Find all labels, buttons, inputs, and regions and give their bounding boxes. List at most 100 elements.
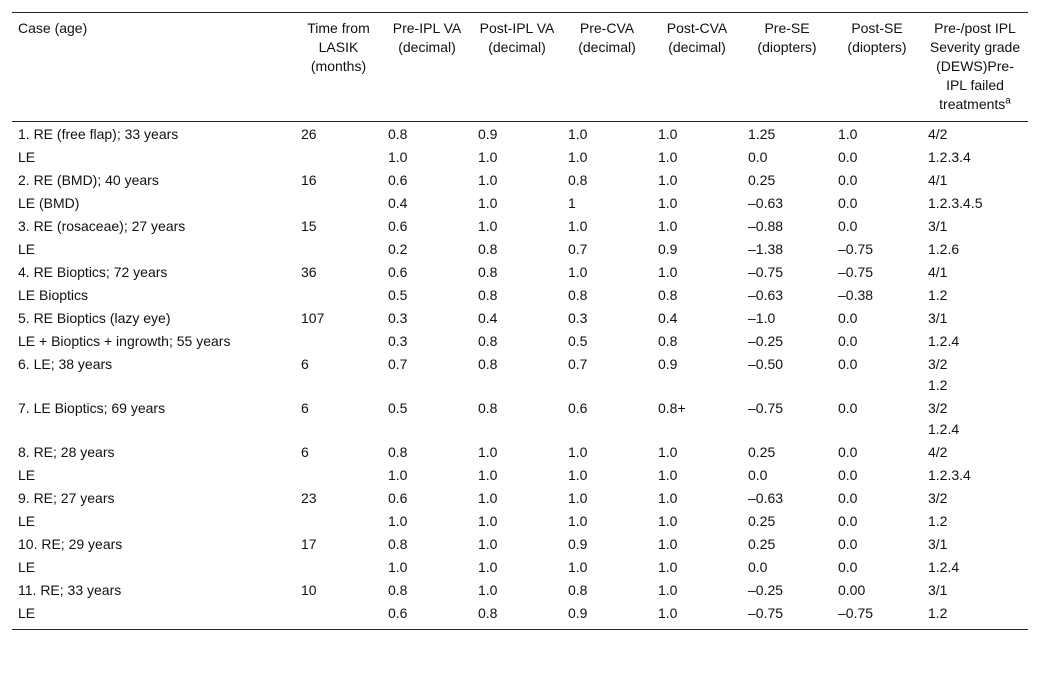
table-cell: 1.0 <box>388 559 408 575</box>
table-cell: 0.6 <box>388 264 408 280</box>
table-cell: 0.00 <box>838 582 866 598</box>
table-row: 10. RE; 29 years 17 0.8 1.0 0.9 1.0 0.25 0.0 3/1 <box>12 533 1028 556</box>
table-cell: 1.0 <box>478 149 498 165</box>
table-cell: 1 <box>568 195 576 211</box>
table-cell: 1.0 <box>388 149 408 165</box>
table-cell: 0.25 <box>748 513 776 529</box>
table-row: 9. RE; 27 years 23 0.6 1.0 1.0 1.0 –0.63 0.0 3/2 <box>12 487 1028 510</box>
header-cell: Pre-CVA (decimal) <box>562 13 652 122</box>
table-cell: 0.8 <box>478 287 498 303</box>
table-cell: 0.8 <box>388 536 408 552</box>
table-cell: LE <box>18 559 36 575</box>
table-cell: 0.8 <box>658 287 678 303</box>
table-cell: 0.3 <box>388 310 408 326</box>
empty-cell <box>295 284 382 307</box>
table-row: LE 1.0 1.0 1.0 1.0 0.0 0.0 1.2.4 <box>12 556 1028 579</box>
table-cell: 0.6 <box>568 400 588 416</box>
table-cell: 0.2 <box>388 241 408 257</box>
header-text: Pre-/post IPL Severity grade (DEWS)Pre-I… <box>929 20 1021 112</box>
table-row: LE 1.0 1.0 1.0 1.0 0.0 0.0 1.2.3.4 <box>12 146 1028 169</box>
header-cell: Pre-/post IPL Severity grade (DEWS)Pre-I… <box>922 13 1028 122</box>
table-cell: 1.25 <box>748 126 776 142</box>
table-cell: 17 <box>301 536 317 552</box>
table-cell: 0.8 <box>478 605 498 621</box>
table-cell: 1.2.3.4.5 <box>928 195 983 211</box>
table-cell: 1.0 <box>568 126 588 142</box>
table-cell: 0.0 <box>838 195 858 211</box>
table-cell: 6 <box>301 444 309 460</box>
table-cell: 6. LE; 38 years <box>18 356 113 372</box>
table-cell: 36 <box>301 264 317 280</box>
table-cell: 6 <box>301 356 309 372</box>
table-cell: 1.0 <box>658 195 678 211</box>
table-cell: 0.25 <box>748 536 776 552</box>
table-cell: –0.63 <box>748 287 784 303</box>
table-row: LE 0.6 0.8 0.9 1.0 –0.75 –0.75 1.2 <box>12 602 1028 630</box>
table-cell: 0.0 <box>838 310 858 326</box>
table-row: 8. RE; 28 years 6 0.8 1.0 1.0 1.0 0.25 0.0 4/2 <box>12 441 1028 464</box>
table-row: LE (BMD) 0.4 1.0 1 1.0 –0.63 0.0 1.2.3.4.5 <box>12 192 1028 215</box>
table-row: LE 0.2 0.8 0.7 0.9 –1.38 –0.75 1.2.6 <box>12 238 1028 261</box>
table-cell: 4/1 <box>928 264 948 280</box>
table-cell: –0.88 <box>748 218 784 234</box>
table-cell: 1.0 <box>478 467 498 483</box>
table-cell: –0.75 <box>748 605 784 621</box>
table-cell: 0.9 <box>568 536 588 552</box>
header-text: Post-IPL VA (decimal) <box>479 20 555 55</box>
table-cell: 5. RE Bioptics (lazy eye) <box>18 310 171 326</box>
table-cell: 23 <box>301 490 317 506</box>
table-cell: 0.0 <box>748 149 768 165</box>
table-cell: 3/1 <box>928 218 948 234</box>
table-cell: –0.50 <box>748 356 784 372</box>
table-header: Case (age) Time from LASIK (months) Pre-IP… <box>12 12 1028 122</box>
header-row: Case (age) Time from LASIK (months) Pre-IP… <box>12 12 1028 122</box>
table-cell: 0.6 <box>388 172 408 188</box>
table-body: 1. RE (free flap); 33 years 26 0.8 0.9 1.0 1.… <box>12 122 1028 630</box>
table-cell: 0.0 <box>838 513 858 529</box>
table-cell: 11. RE; 33 years <box>18 582 122 598</box>
header-cell: Post-SE (diopters) <box>832 13 922 122</box>
header-text: Pre-CVA (decimal) <box>578 20 636 55</box>
table-cell: 1.0 <box>478 195 498 211</box>
table-cell: 1.0 <box>568 490 588 506</box>
table-cell: 0.7 <box>568 241 588 257</box>
table-cell: 1.0 <box>568 218 588 234</box>
table-cell: 0.5 <box>568 333 588 349</box>
table-cell: 0.0 <box>838 356 858 372</box>
cell-line: 1.2.4 <box>928 421 960 437</box>
table-cell: 10. RE; 29 years <box>18 536 123 552</box>
table-cell: 0.8 <box>478 264 498 280</box>
header-cell: Time from LASIK (months) <box>295 13 382 122</box>
table-cell: 1.0 <box>478 172 498 188</box>
empty-cell <box>295 510 382 533</box>
table-cell: LE Bioptics <box>18 287 89 303</box>
table-cell: 1.0 <box>568 559 588 575</box>
table-cell: 7. LE Bioptics; 69 years <box>18 400 166 416</box>
table-cell: 0.6 <box>388 490 408 506</box>
table-cell: 0.25 <box>748 444 776 460</box>
table-cell: –0.75 <box>838 264 874 280</box>
table-cell: 0.7 <box>388 356 408 372</box>
table-cell: 1.0 <box>478 536 498 552</box>
table-cell: 0.8+ <box>658 400 686 416</box>
header-cell: Post-IPL VA (decimal) <box>472 13 562 122</box>
table-cell: 3/1 <box>928 582 948 598</box>
table-cell: 107 <box>301 310 325 326</box>
cell-line: 3/2 <box>928 356 948 372</box>
table-cell: –0.75 <box>838 241 874 257</box>
table-cell: 1.0 <box>658 605 678 621</box>
table-cell: 0.0 <box>748 467 768 483</box>
table-cell: LE (BMD) <box>18 195 80 211</box>
empty-cell <box>295 602 382 630</box>
table-cell: 0.9 <box>658 356 678 372</box>
table-cell: 1.0 <box>478 559 498 575</box>
table-cell: 0.9 <box>568 605 588 621</box>
table-cell: 0.0 <box>838 333 858 349</box>
table-cell: 0.7 <box>568 356 588 372</box>
table-cell: 1. RE (free flap); 33 years <box>18 126 179 142</box>
table-cell: 0.4 <box>388 195 408 211</box>
table-row: 4. RE Bioptics; 72 years 36 0.6 0.8 1.0 1.0 –0… <box>12 261 1028 284</box>
table-cell: 1.0 <box>658 444 678 460</box>
table-cell: 1.2.4 <box>928 333 960 349</box>
table-cell: 0.3 <box>388 333 408 349</box>
